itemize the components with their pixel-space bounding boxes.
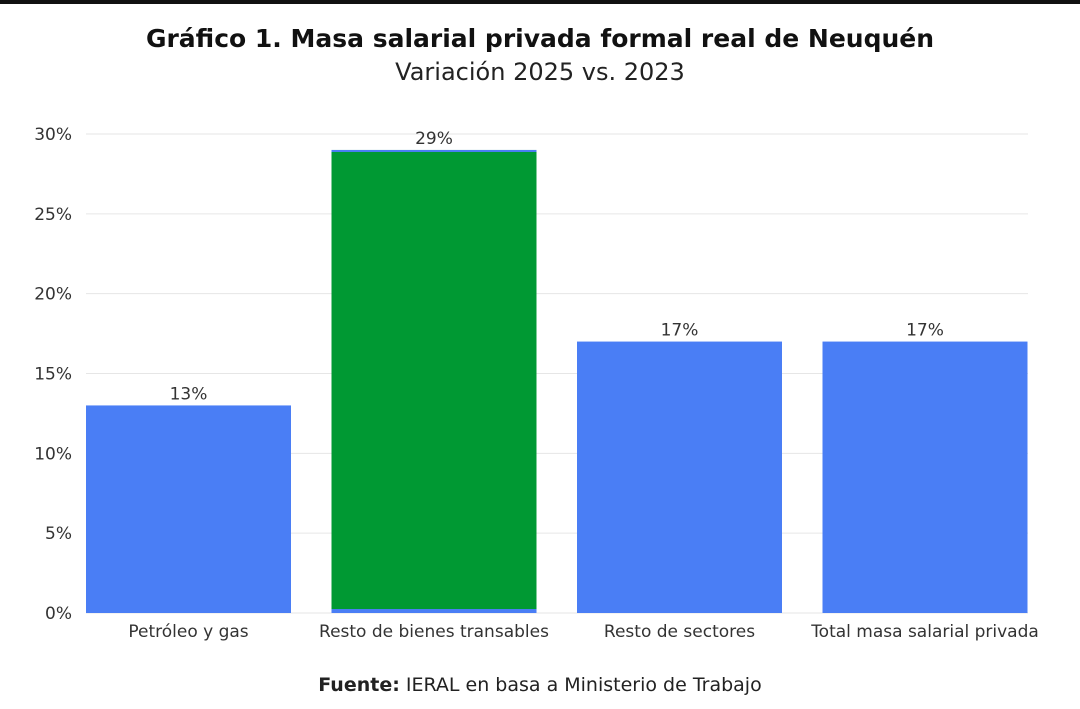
y-tick-label: 25%	[34, 205, 72, 225]
x-tick-label: Total masa salarial privada	[810, 622, 1039, 642]
chart-subtitle: Variación 2025 vs. 2023	[395, 58, 685, 86]
data-label: 13%	[170, 384, 208, 404]
bar	[331, 149, 537, 613]
bar	[577, 341, 782, 613]
y-tick-label: 30%	[34, 125, 72, 145]
x-tick-label: Resto de sectores	[604, 622, 755, 642]
chart-title: Gráfico 1. Masa salarial privada formal …	[145, 24, 935, 53]
data-label: 29%	[415, 129, 453, 149]
y-tick-label: 0%	[45, 604, 72, 624]
source-label: Fuente:	[318, 674, 400, 696]
bar-bottom-edge	[331, 609, 537, 613]
data-labels: 13% 29% 17% 17%	[170, 129, 944, 404]
data-label: 17%	[661, 321, 699, 341]
top-border	[0, 0, 1080, 4]
bar-top-edge	[331, 149, 537, 152]
x-axis-ticks: Petróleo y gas Resto de bienes transables…	[128, 622, 1038, 642]
x-tick-label: Resto de bienes transables	[319, 622, 549, 642]
data-label: 17%	[906, 321, 944, 341]
bar	[822, 341, 1028, 613]
x-tick-label: Petróleo y gas	[128, 622, 248, 642]
y-tick-label: 10%	[34, 444, 72, 464]
chart-header: Gráfico 1. Masa salarial privada formal …	[0, 22, 1080, 88]
source-text: IERAL en basa a Ministerio de Trabajo	[405, 674, 762, 696]
y-axis-ticks: 0% 5% 10% 15% 20% 25% 30%	[34, 125, 72, 624]
source-note: Fuente: IERAL en basa a Ministerio de Tr…	[0, 674, 1080, 696]
y-tick-label: 20%	[34, 285, 72, 305]
y-tick-label: 5%	[45, 524, 72, 544]
y-tick-label: 15%	[34, 365, 72, 385]
bars	[86, 149, 1028, 613]
bar	[86, 405, 291, 613]
